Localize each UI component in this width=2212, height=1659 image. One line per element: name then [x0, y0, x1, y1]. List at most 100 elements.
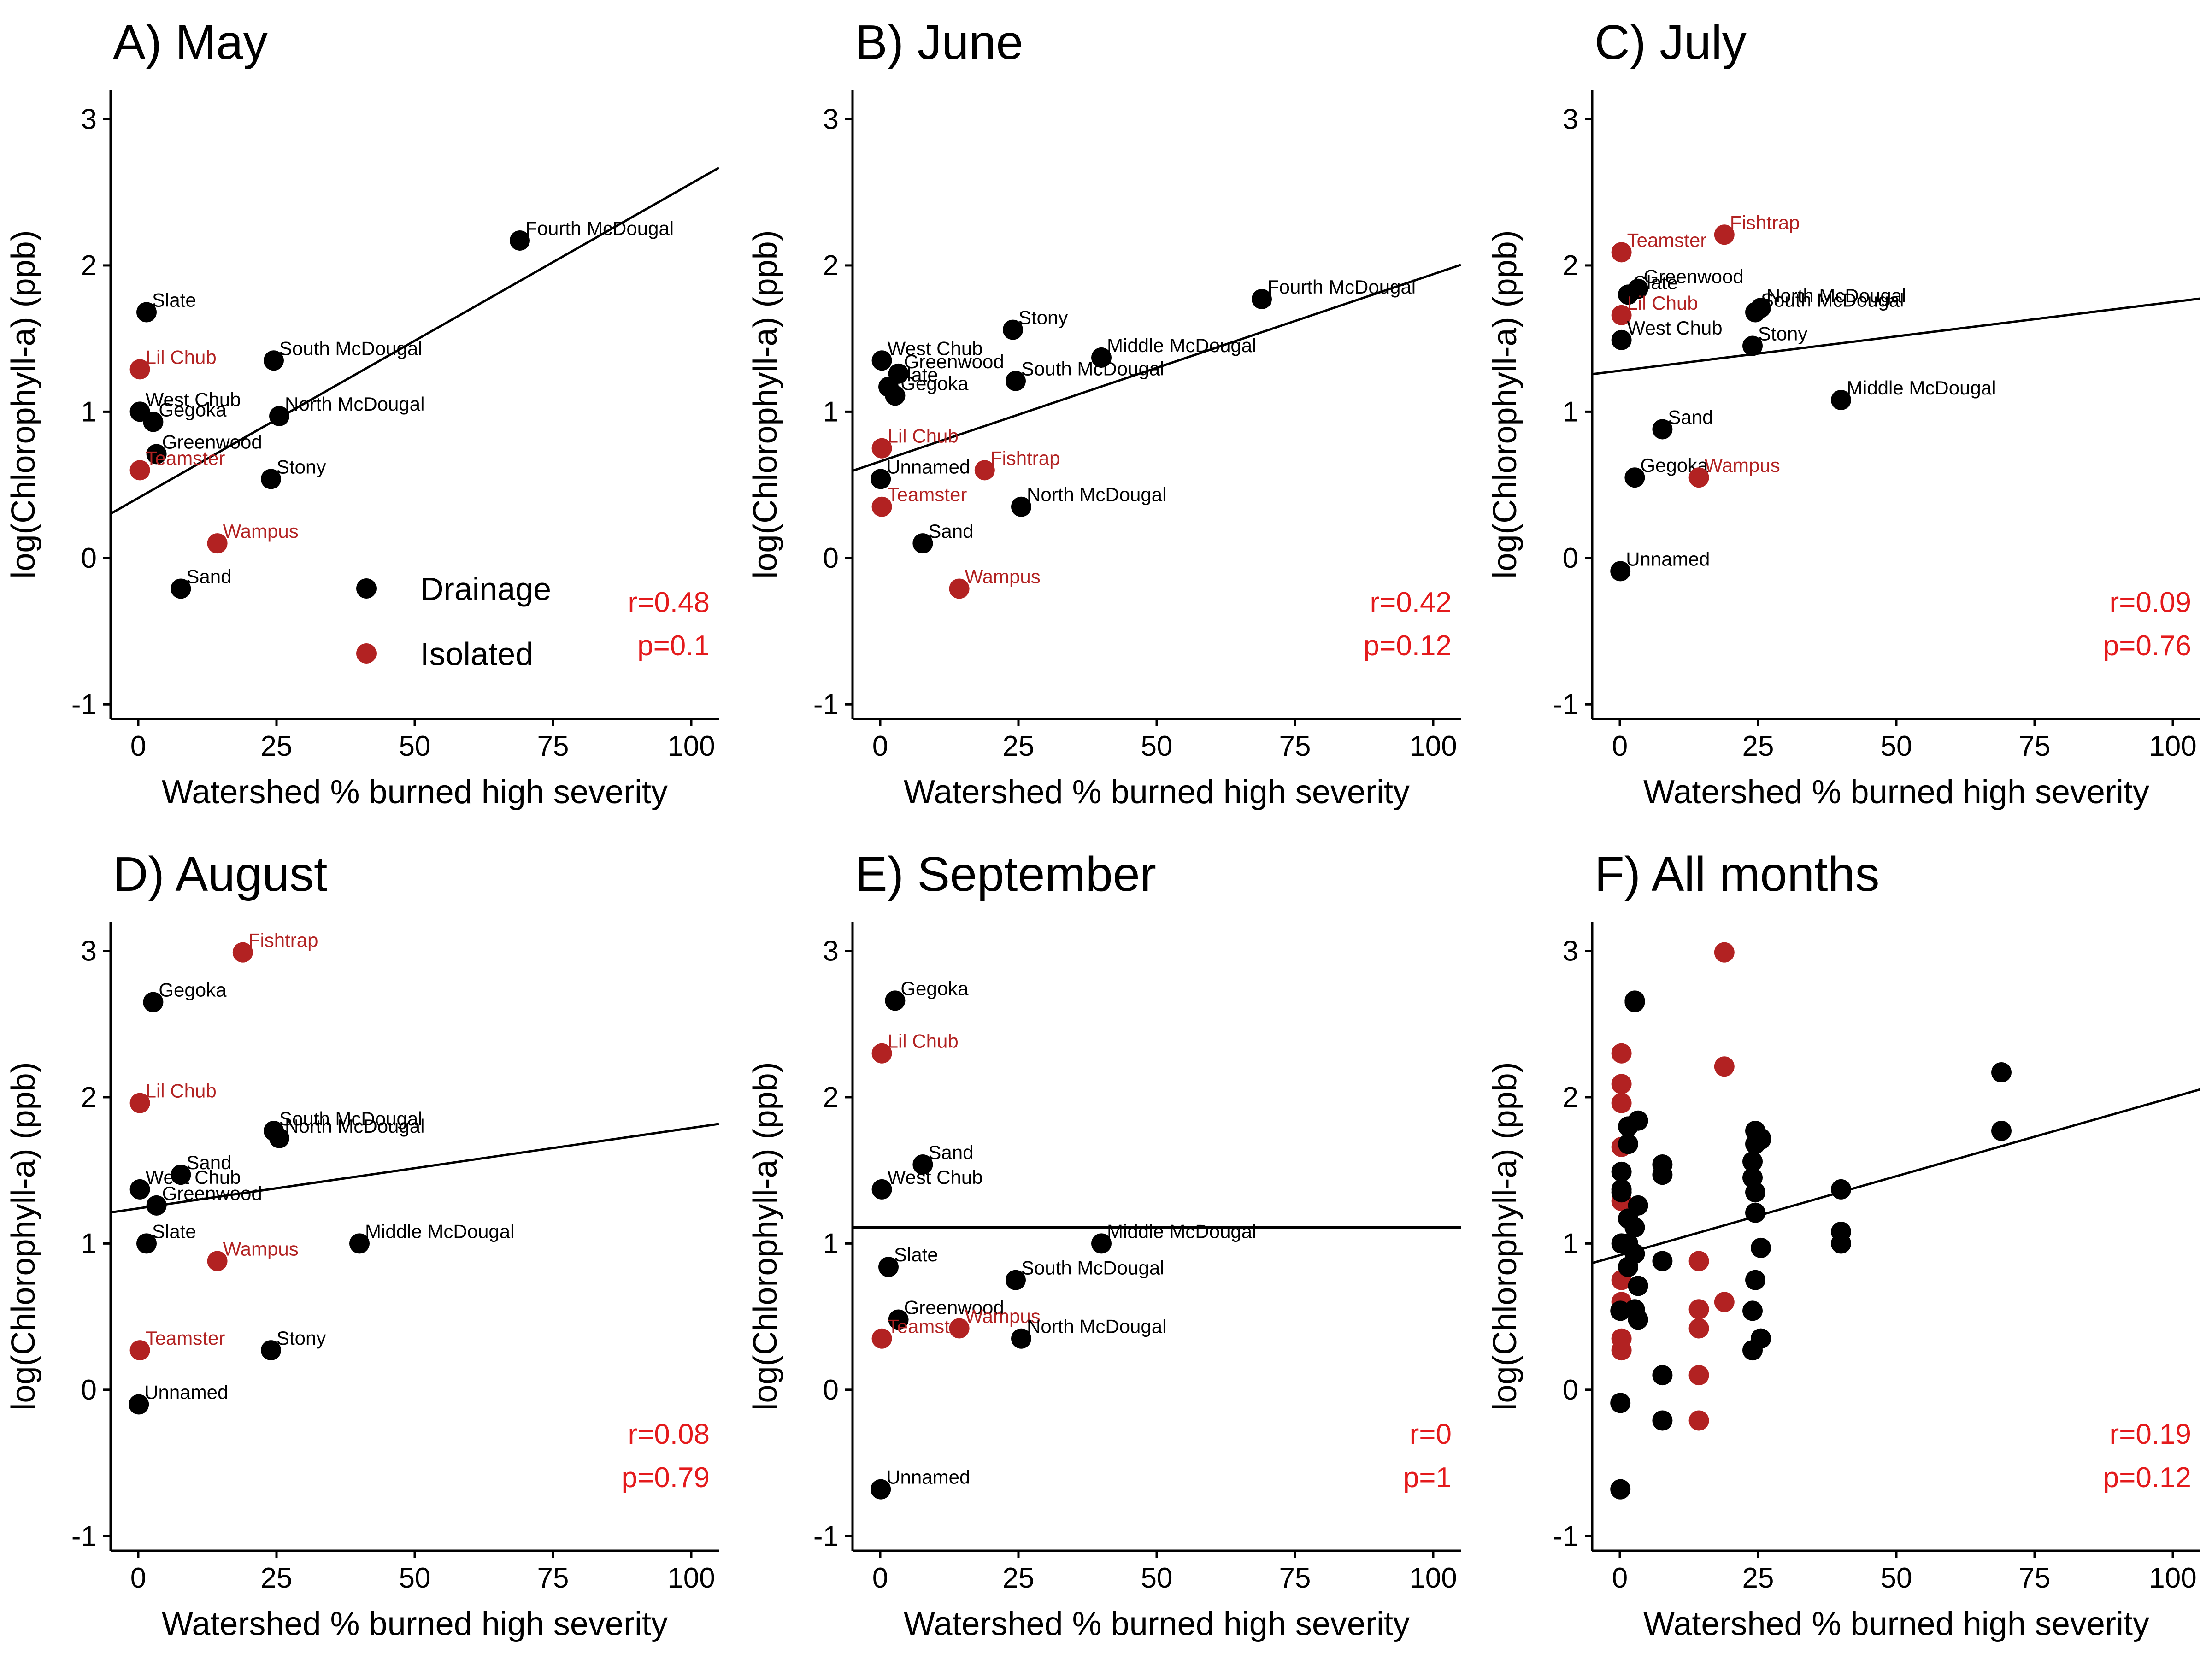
data-point	[349, 1233, 370, 1254]
data-point	[1011, 1328, 1031, 1349]
data-point	[871, 1479, 891, 1500]
point-label: Slate	[1634, 271, 1678, 293]
legend-dot-drainage	[356, 578, 377, 599]
data-point	[1742, 335, 1763, 356]
regression-line	[853, 264, 1461, 472]
point-label: Lil Chub	[146, 1080, 217, 1102]
point-label: Stony	[276, 1327, 326, 1349]
point-label: West Chub	[888, 1166, 983, 1188]
x-axis-title: Watershed % burned high severity	[1643, 774, 2149, 811]
point-label: Teamster	[888, 484, 967, 506]
data-point	[1745, 1182, 1765, 1203]
x-tick-label: 50	[1141, 730, 1173, 762]
data-point	[1611, 242, 1632, 263]
stat-p: p=1	[1403, 1462, 1452, 1494]
data-point	[888, 1309, 909, 1330]
data-point	[974, 460, 995, 481]
data-point	[1688, 1365, 1709, 1386]
data-point	[1742, 1300, 1763, 1321]
data-point	[1091, 347, 1112, 368]
data-point	[1611, 1093, 1632, 1113]
data-point	[1652, 1251, 1673, 1271]
point-label: Greenwood	[904, 351, 1004, 372]
data-point	[129, 1179, 150, 1200]
y-tick-label: 0	[823, 1374, 839, 1406]
data-point	[129, 1340, 150, 1361]
data-point	[1751, 1328, 1771, 1349]
x-tick-label: 25	[1003, 1562, 1035, 1594]
panel-1: A) May -1 0 1 2 3 0 25 50 75 100 Watershed % burned…	[5, 15, 719, 811]
data-point	[1011, 496, 1031, 517]
point-label: Unnamed	[1626, 548, 1710, 570]
point-label: Sand	[1668, 406, 1713, 428]
data-point	[232, 942, 253, 963]
data-point	[1745, 1202, 1765, 1223]
data-point	[207, 533, 228, 554]
x-axis-title: Watershed % burned high severity	[904, 1606, 1410, 1642]
data-point	[1745, 302, 1765, 323]
data-point	[1714, 224, 1735, 245]
stat-p: p=0.12	[2103, 1462, 2191, 1494]
data-point	[871, 1179, 892, 1200]
data-point	[129, 1093, 150, 1113]
data-point	[1628, 1195, 1648, 1216]
data-point	[1688, 1299, 1709, 1320]
y-tick-label: 2	[823, 1082, 839, 1113]
point-label: Wampus	[965, 1305, 1041, 1327]
y-tick-label: 2	[81, 250, 97, 282]
data-point	[1628, 1276, 1648, 1296]
panel-title: F) All months	[1594, 847, 1880, 901]
data-point	[878, 1257, 899, 1277]
panel-4: D) August -1 0 1 2 3 0 25 50 75 100 Watershed % bur…	[5, 847, 719, 1642]
data-point	[261, 1340, 281, 1361]
y-tick-label: -1	[71, 1520, 97, 1552]
x-tick-label: 50	[1881, 1562, 1912, 1594]
point-label: Middle McDougal	[1107, 1220, 1256, 1242]
data-point	[269, 406, 289, 426]
point-label: Middle McDougal	[1107, 335, 1256, 356]
point-label: Wampus	[223, 520, 299, 542]
point-label: Lil Chub	[888, 1030, 959, 1052]
panel-2: B) June -1 0 1 2 3 0 25 50 75 100 Watershed % burne…	[747, 15, 1461, 811]
data-point	[1006, 1270, 1026, 1290]
y-tick-label: 2	[823, 250, 839, 282]
point-label: Wampus	[223, 1238, 299, 1259]
data-point	[143, 992, 164, 1012]
stat-r: r=0.48	[628, 587, 710, 618]
point-label: North McDougal	[285, 1115, 424, 1137]
data-point	[1742, 1151, 1763, 1172]
point-label: South McDougal	[279, 1108, 423, 1130]
data-point	[1652, 1165, 1673, 1185]
x-tick-label: 100	[667, 1562, 715, 1594]
point-label: Lil Chub	[1627, 292, 1698, 314]
point-label: Unnamed	[886, 1466, 970, 1488]
y-tick-label: -1	[71, 688, 97, 720]
legend-label-drainage: Drainage	[420, 571, 551, 607]
data-point	[1688, 467, 1709, 488]
y-tick-label: 3	[81, 935, 97, 967]
point-label: Lil Chub	[146, 346, 217, 368]
data-point	[129, 460, 150, 481]
data-point	[1611, 329, 1632, 350]
data-point	[129, 359, 150, 380]
x-tick-label: 0	[130, 730, 146, 762]
data-point	[1252, 288, 1272, 309]
data-point	[1611, 305, 1632, 325]
y-tick-label: 1	[81, 396, 97, 428]
point-label: Unnamed	[144, 1382, 228, 1403]
point-label: Slate	[894, 364, 938, 385]
stat-p: p=0.79	[622, 1462, 710, 1494]
point-label: Sand	[186, 1152, 231, 1173]
x-tick-label: 100	[667, 730, 715, 762]
point-label: Fourth McDougal	[1267, 276, 1416, 298]
x-tick-label: 50	[1141, 1562, 1173, 1594]
y-tick-label: 1	[823, 396, 839, 428]
y-tick-label: 3	[1563, 103, 1578, 135]
x-tick-label: 100	[1409, 1562, 1457, 1594]
stat-r: r=0.42	[1370, 587, 1452, 618]
data-point	[871, 1328, 892, 1349]
point-label: Greenwood	[1644, 266, 1744, 288]
